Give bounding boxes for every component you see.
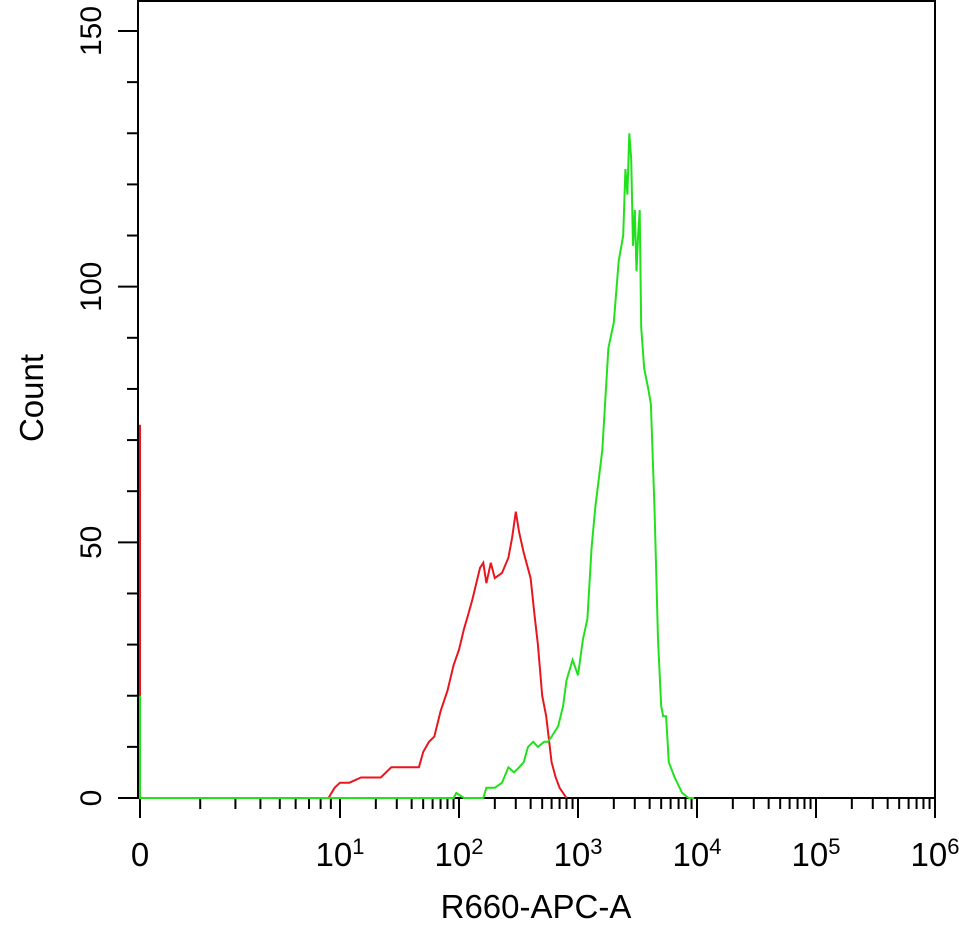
x-tick-label: 101 <box>316 834 365 873</box>
x-axis-label: R660-APC-A <box>441 888 632 925</box>
y-tick-label: 50 <box>75 526 108 559</box>
y-tick-label: 100 <box>75 262 108 312</box>
y-tick-label: 0 <box>75 790 108 807</box>
x-tick-label: 0 <box>131 836 149 873</box>
series-line-1 <box>139 424 568 799</box>
x-tick-label: 106 <box>911 834 959 873</box>
series-line-2 <box>139 133 695 799</box>
y-axis-label: Count <box>13 354 50 442</box>
y-tick-label: 150 <box>75 6 108 56</box>
x-axis-ticks: 0 101 102 103 104 105 106 <box>131 798 959 873</box>
x-tick-label: 102 <box>435 834 484 873</box>
y-axis-ticks: 0 50 100 150 <box>75 6 138 806</box>
series-layer <box>139 133 695 799</box>
plot-area <box>137 0 936 799</box>
x-tick-label: 105 <box>792 834 841 873</box>
x-tick-label: 103 <box>554 834 603 873</box>
x-tick-label: 104 <box>673 834 722 873</box>
